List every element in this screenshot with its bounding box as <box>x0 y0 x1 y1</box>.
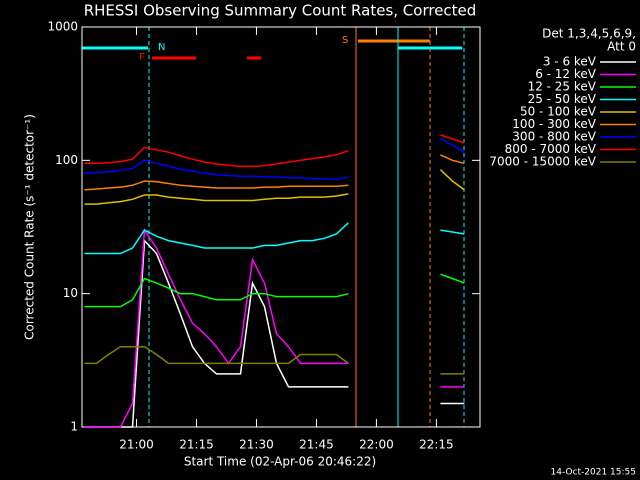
legend-header: Det 1,3,4,5,6,9, <box>542 27 636 41</box>
x-tick-label: 21:15 <box>179 438 214 452</box>
legend-label: 100 - 300 keV <box>512 117 596 131</box>
series-line <box>84 138 465 181</box>
x-tick-label: 21:30 <box>239 438 274 452</box>
legend-label: 7000 - 15000 keV <box>489 155 596 169</box>
flag-label: N <box>158 42 165 53</box>
legend-label: 6 - 12 keV <box>535 67 597 81</box>
y-tick-label: 10 <box>63 286 78 300</box>
plot-frame <box>81 26 481 428</box>
legend-header: Att 0 <box>607 40 636 54</box>
legend-label: 300 - 800 keV <box>512 130 596 144</box>
series-line <box>84 134 465 168</box>
legend-label: 12 - 25 keV <box>528 80 597 94</box>
x-tick-label: 21:45 <box>299 438 334 452</box>
flag-bars <box>82 39 462 60</box>
y-tick-label: 1000 <box>47 20 78 34</box>
x-tick-label: 22:15 <box>419 438 454 452</box>
series-line <box>84 238 465 428</box>
flag-lines <box>148 27 465 427</box>
legend-label: 25 - 50 keV <box>528 92 597 106</box>
legend-label: 50 - 100 keV <box>520 105 597 119</box>
series-line <box>84 345 465 375</box>
chart-title: RHESSI Observing Summary Count Rates, Co… <box>84 2 477 20</box>
legend-label: 3 - 6 keV <box>543 55 597 69</box>
footer: 14-Oct-2021 15:55 <box>551 468 636 478</box>
x-axis-label: Start Time (02-Apr-06 20:46:22) <box>184 455 376 469</box>
legend-label: 800 - 7000 keV <box>505 142 597 156</box>
x-tick-label: 21:00 <box>119 438 154 452</box>
y-axis-label: Corrected Count Rate (s⁻¹ detector⁻¹) <box>23 114 37 340</box>
series-line <box>84 273 465 308</box>
flag-label: F <box>139 52 145 63</box>
series-line <box>84 169 465 205</box>
flag-label: S <box>342 35 348 46</box>
series-line <box>84 227 465 428</box>
y-tick-label: 1 <box>70 420 78 434</box>
series-line <box>84 222 465 255</box>
series-line <box>84 154 465 191</box>
y-tick-label: 100 <box>55 153 78 167</box>
x-tick-label: 22:00 <box>359 438 394 452</box>
